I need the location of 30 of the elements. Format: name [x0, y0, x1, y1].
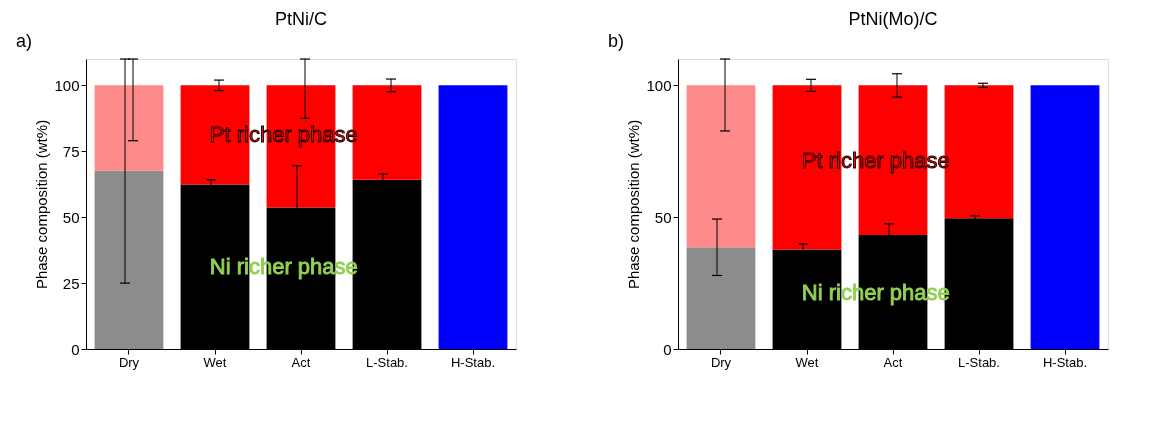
- chart-title: PtNi/C: [274, 9, 328, 29]
- bar: [94, 85, 164, 171]
- x-tick-label: H-Stab.: [450, 354, 496, 370]
- text: a): [16, 31, 33, 51]
- y-tick-label: 50: [654, 208, 672, 226]
- bar: [686, 85, 756, 248]
- y-tick-label: 25: [62, 274, 80, 292]
- bar: [438, 85, 508, 349]
- y-tick-label: 0: [71, 340, 80, 358]
- x-tick-label: Dry: [118, 354, 140, 370]
- x-tick-label: Dry: [710, 354, 732, 370]
- y-tick-label: 50: [62, 208, 80, 226]
- x-tick-label: Act: [291, 354, 311, 370]
- y-tick-label: 100: [646, 76, 672, 94]
- x-tick-label: Wet: [795, 354, 819, 370]
- x-tick-label: H-Stab.: [1042, 354, 1088, 370]
- bar: [686, 247, 756, 349]
- text: b): [608, 31, 625, 51]
- y-axis-title: Phase composition (wt%): [625, 119, 643, 290]
- y-axis-title: Phase composition (wt%): [33, 119, 51, 290]
- x-tick-label: Wet: [203, 354, 227, 370]
- x-tick-label: L-Stab.: [958, 354, 1000, 370]
- y-tick-label: 100: [54, 76, 80, 94]
- bar: [94, 170, 164, 349]
- y-tick-label: 75: [62, 142, 80, 160]
- x-tick-label: L-Stab.: [366, 354, 408, 370]
- bar: [1030, 85, 1100, 349]
- y-tick-label: 0: [663, 340, 672, 358]
- chart-title: PtNi(Mo)/C: [848, 9, 938, 29]
- x-tick-label: Act: [883, 354, 903, 370]
